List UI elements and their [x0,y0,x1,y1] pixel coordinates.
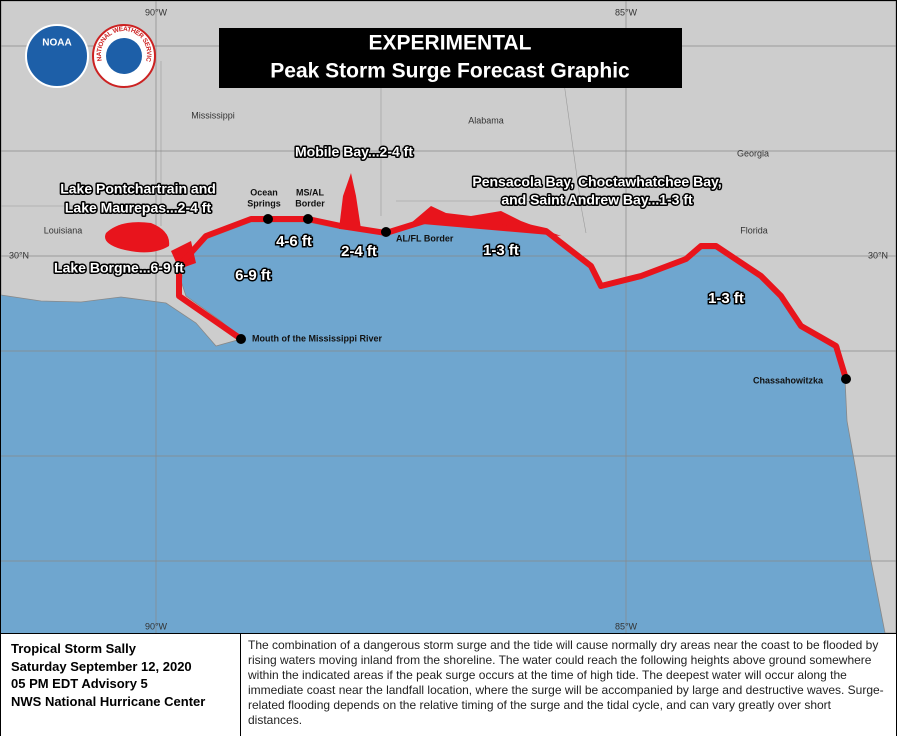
location-label: AL/FL Border [396,233,454,243]
surge-segment-label: 2-4 ft [341,243,377,260]
surge-area-label: Lake Pontchartrain and [60,181,216,197]
surge-area-label: Pensacola Bay, Choctawhatchee Bay, [472,174,721,190]
location-label: Springs [247,198,281,208]
location-label: MS/AL [296,187,325,197]
state-label: Florida [740,225,768,235]
surge-area-label: Lake Maurepas...2-4 ft [65,200,212,216]
description: The combination of a dangerous storm sur… [248,638,884,727]
location-label: Ocean [250,187,278,197]
title: EXPERIMENTAL [369,32,532,55]
info-line: NWS National Hurricane Center [11,693,206,709]
advisory-info: Tropical Storm Sally Saturday September … [1,634,241,736]
info-line: 05 PM EDT Advisory 5 [11,676,148,691]
surge-segment-label: 1-3 ft [483,242,519,259]
grid-label: 90°W [145,7,168,17]
borders [1,60,587,234]
surge-coastline [176,216,849,380]
state-label: Louisiana [44,225,83,235]
surge-area-label: and Saint Andrew Bay...1-3 ft [501,192,693,208]
title: Peak Storm Surge Forecast Graphic [270,60,630,83]
surge-area-label: Mobile Bay...2-4 ft [295,144,413,160]
map: EXPERIMENTAL Peak Storm Surge Forecast G… [0,0,897,634]
title-box [219,28,682,88]
grid-label: 90°W [145,621,168,631]
state-label: Georgia [737,148,769,158]
state-label: Alabama [468,115,504,125]
surge-segment-label: 6-9 ft [235,267,271,284]
footer: Tropical Storm Sally Saturday September … [1,633,896,736]
info-line: Tropical Storm Sally [11,641,136,656]
surge-segment-label: 1-3 ft [708,290,744,307]
grid-label: 85°W [615,621,638,631]
grid-label: 30°N [868,250,888,260]
surge-area-label: Lake Borgne...6-9 ft [54,260,184,276]
location-label: Mouth of the Mississippi River [252,333,383,343]
nws-logo-inner [106,38,142,74]
info-line: Saturday September 12, 2020 [11,658,192,674]
grid-label: 85°W [615,7,638,17]
location-label: Chassahowitzka [753,375,824,385]
state-label: Mississippi [191,110,235,120]
surge-segment-label: 4-6 ft [276,233,312,250]
noaa-logo [25,24,89,88]
grid-label: 30°N [9,250,29,260]
points [236,214,851,384]
logo-text: NOAA [42,38,71,49]
location-label: Border [295,198,325,208]
